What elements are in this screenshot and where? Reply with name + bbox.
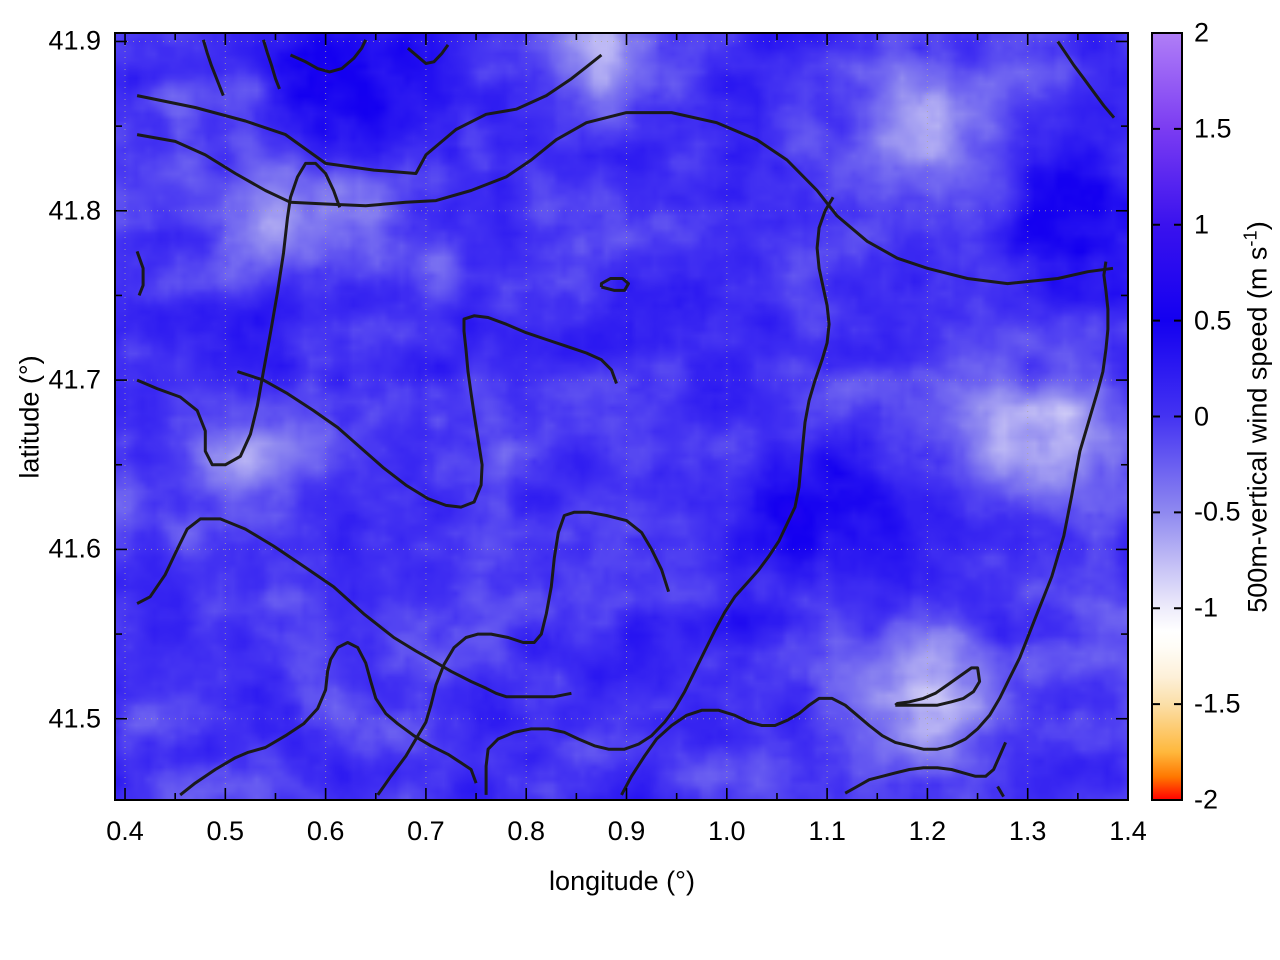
x-tick-label: 1.3 — [1008, 816, 1047, 846]
x-tick-label: 1.1 — [808, 816, 846, 846]
colorbar-tick-label: 1.5 — [1194, 113, 1232, 144]
axis-ticks — [115, 33, 1129, 800]
x-axis-title: longitude (°) — [549, 866, 695, 896]
colorbar-ticks — [1152, 127, 1182, 706]
x-tick-label: 0.6 — [306, 816, 345, 846]
colorbar-title-exponent: -1 — [1239, 230, 1261, 247]
plot-border — [114, 32, 1129, 801]
contour-line — [136, 53, 603, 175]
colorbar-tick-label: -1 — [1194, 592, 1219, 623]
contour-lines — [135, 39, 1116, 798]
heatmap-image — [115, 33, 1128, 800]
x-tick-label: 1.2 — [908, 816, 947, 846]
colorbar-tick-label: 2 — [1194, 17, 1210, 48]
contour-line — [201, 39, 225, 97]
x-tick-label: 0.4 — [106, 816, 144, 846]
y-axis-title: latitude (°) — [14, 355, 45, 479]
x-tick-label: 0.5 — [206, 816, 245, 846]
contour-line — [136, 161, 342, 467]
colorbar-tick-label: -1.5 — [1194, 688, 1241, 719]
colorbar-tick-label: -2 — [1194, 784, 1219, 815]
colorbar-tick-label: 0 — [1194, 401, 1210, 431]
colorbar-tick-label: -0.5 — [1194, 496, 1241, 527]
contour-line — [135, 250, 145, 296]
colorbar-tick-label: 0.5 — [1194, 305, 1232, 336]
contour-line — [289, 39, 368, 74]
contour-line — [620, 261, 1110, 796]
contour-line — [136, 517, 572, 699]
y-tick-label: 41.8 — [48, 195, 101, 226]
contour-line — [844, 741, 1007, 795]
x-tick-label: 1.4 — [1109, 816, 1147, 846]
contour-line — [484, 196, 835, 795]
contour-line — [599, 277, 630, 292]
contour-line — [136, 111, 1114, 286]
colorbar-title: 500m-vertical wind speed (m s-1) — [1240, 221, 1273, 613]
x-tick-label: 1.0 — [708, 816, 746, 846]
colorbar-tick-label: 1 — [1194, 209, 1210, 240]
y-tick-label: 41.9 — [48, 25, 101, 56]
contour-line — [894, 666, 982, 707]
grid-lines — [115, 33, 1128, 800]
y-tick-label: 41.7 — [48, 364, 101, 395]
contour-line — [1056, 40, 1116, 119]
y-tick-label: 41.5 — [48, 703, 101, 734]
contour-line — [996, 785, 1005, 798]
y-tick-label: 41.6 — [48, 533, 101, 564]
contour-line — [261, 39, 281, 90]
contour-line — [406, 44, 450, 65]
contour-line — [179, 641, 478, 797]
colorbar-title-suffix: ) — [1242, 221, 1273, 231]
colorbar-title-prefix: 500m-vertical wind speed (m s — [1242, 246, 1273, 613]
x-tick-label: 0.8 — [507, 816, 545, 846]
contour-line — [376, 510, 671, 796]
x-tick-label: 0.9 — [607, 816, 646, 846]
x-tick-label: 0.7 — [407, 816, 445, 846]
contour-line — [236, 314, 618, 509]
